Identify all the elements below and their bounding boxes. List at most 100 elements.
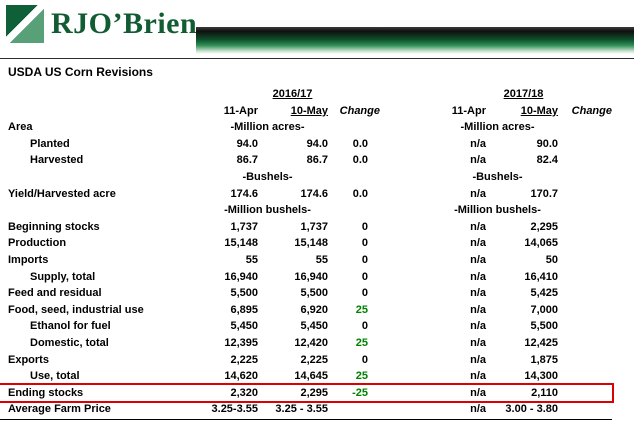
change-cell — [560, 368, 612, 385]
value-cell: 16,410 — [524, 270, 558, 283]
value-cell: 5,425 — [530, 287, 558, 300]
year-group-header-row: 2016/17 2017/18 — [0, 86, 612, 103]
value-cell: 86.7 — [236, 154, 258, 167]
value-cell: 55 — [245, 253, 258, 266]
rjobrien-logo-icon — [6, 5, 44, 43]
table-row: Production 15,148 15,148 0 n/a 14,065 — [0, 235, 612, 252]
value-cell: 2,110 — [531, 386, 558, 399]
change-cell — [560, 186, 612, 203]
change-cell — [560, 385, 612, 402]
change-cell — [560, 318, 612, 335]
table-row: -Bushels- -Bushels- — [0, 169, 612, 186]
corn-revisions-table: 2016/17 2017/18 11-Apr 10-May Change 11-… — [0, 86, 614, 420]
value-cell: 15,148 — [224, 237, 258, 250]
change-cell — [560, 136, 612, 153]
value-cell: n/a — [470, 353, 486, 366]
value-cell: 16,940 — [294, 270, 328, 283]
change-cell: 0.0 — [352, 154, 368, 167]
value-cell: 1,875 — [530, 353, 558, 366]
change-cell: -25 — [352, 386, 368, 399]
table-row: Exports 2,225 2,225 0 n/a 1,875 — [0, 352, 612, 369]
table-row: Yield/Harvested acre 174.6 174.6 0.0 n/a 170.… — [0, 186, 612, 203]
change-cell: 0.0 — [352, 187, 368, 200]
table-row: Supply, total 16,940 16,940 0 n/a 16,410 — [0, 269, 612, 286]
change-cell: 0 — [361, 237, 368, 250]
value-cell: 14,645 — [294, 370, 328, 383]
change-cell: 0 — [361, 320, 368, 333]
group-header-2017-18: 2017/18 — [503, 88, 544, 100]
value-cell: 82.4 — [536, 154, 558, 167]
value-cell: 2,295 — [530, 220, 558, 233]
change-cell: 0 — [361, 287, 368, 300]
table-row: Harvested 86.7 86.7 0.0 n/a 82.4 — [0, 152, 612, 169]
page-title: USDA US Corn Revisions — [8, 65, 153, 79]
value-cell: n/a — [470, 370, 486, 383]
col-header-11apr-2: 11-Apr — [451, 104, 486, 117]
value-cell: n/a — [470, 403, 486, 416]
value-cell: 14,300 — [524, 370, 558, 383]
change-cell — [560, 252, 612, 269]
change-cell — [560, 401, 612, 418]
col-header-11apr-1: 11-Apr — [223, 104, 258, 117]
table-row: Beginning stocks 1,737 1,737 0 n/a 2,295 — [0, 219, 612, 236]
value-cell: 5,450 — [230, 320, 258, 333]
value-cell: 90.0 — [536, 137, 558, 150]
row-label — [0, 202, 205, 219]
change-cell — [560, 352, 612, 369]
value-cell: n/a — [470, 253, 486, 266]
value-cell: 94.0 — [306, 137, 328, 150]
value-cell: 12,395 — [224, 336, 258, 349]
value-cell: 3.00 - 3.80 — [505, 403, 558, 416]
change-cell — [560, 152, 612, 169]
table-row: Food, seed, industrial use 6,895 6,920 25 n/… — [0, 302, 612, 319]
value-cell: 55 — [315, 253, 328, 266]
row-label: Feed and residual — [8, 287, 102, 300]
col-header-10may-2: 10-May — [520, 104, 558, 117]
value-cell: 12,420 — [294, 336, 328, 349]
change-cell — [560, 285, 612, 302]
change-cell — [560, 219, 612, 236]
units-label: -Bushels- — [242, 170, 293, 183]
value-cell: 5,500 — [530, 320, 558, 333]
brand-logo: RJO’Brien — [6, 5, 197, 43]
row-label — [0, 169, 205, 186]
value-cell: n/a — [470, 137, 486, 150]
group-header-2016-17: 2016/17 — [272, 88, 313, 100]
change-cell — [330, 401, 380, 418]
change-cell: 25 — [355, 303, 368, 316]
row-label: Exports — [8, 353, 49, 366]
value-cell: n/a — [470, 220, 486, 233]
change-cell — [560, 235, 612, 252]
table-row: Ethanol for fuel 5,450 5,450 0 n/a 5,500 — [0, 318, 612, 335]
brand-name: RJO’Brien — [51, 7, 198, 40]
row-label: Ethanol for fuel — [30, 320, 111, 333]
row-label: Harvested — [30, 154, 84, 167]
row-label: Average Farm Price — [8, 403, 111, 416]
value-cell: n/a — [470, 270, 486, 283]
change-cell: 25 — [355, 336, 368, 349]
value-cell: n/a — [470, 303, 486, 316]
value-cell: 50 — [545, 253, 558, 266]
ending-stocks-row: Ending stocks 2,320 2,295 -25 n/a 2,110 — [0, 382, 614, 404]
value-cell: 5,450 — [300, 320, 328, 333]
value-cell: 6,895 — [230, 303, 258, 316]
value-cell: n/a — [470, 187, 486, 200]
value-cell: n/a — [470, 320, 486, 333]
value-cell: 170.7 — [530, 187, 558, 200]
table-row: Use, total 14,620 14,645 25 n/a 14,300 — [0, 368, 612, 385]
value-cell: n/a — [470, 237, 486, 250]
table-row: Planted 94.0 94.0 0.0 n/a 90.0 — [0, 136, 612, 153]
value-cell: 5,500 — [300, 287, 328, 300]
table-row: Domestic, total 12,395 12,420 25 n/a 12,425 — [0, 335, 612, 352]
value-cell: 12,425 — [524, 336, 558, 349]
table-row: Area -Million acres- -Million acres- — [0, 119, 612, 136]
value-cell: 16,940 — [224, 270, 258, 283]
value-cell: 3.25-3.55 — [211, 403, 258, 416]
units-label: -Bushels- — [472, 170, 523, 183]
units-label: -Million bushels- — [454, 204, 541, 217]
change-cell: 0 — [361, 220, 368, 233]
value-cell: 14,620 — [224, 370, 258, 383]
value-cell: 7,000 — [530, 303, 558, 316]
row-label: Beginning stocks — [8, 220, 100, 233]
row-label: Imports — [8, 253, 49, 266]
